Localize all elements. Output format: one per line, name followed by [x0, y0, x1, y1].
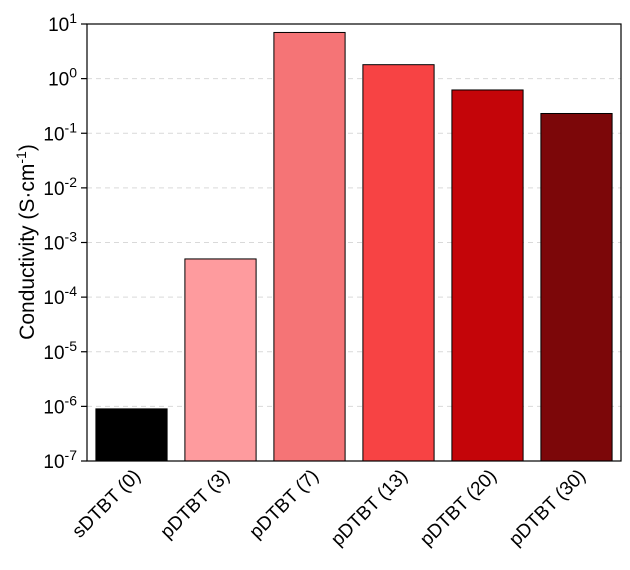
y-axis-title: Conductivity (S·cm-1): [13, 144, 39, 340]
y-tick-base: 10: [48, 15, 69, 36]
bar-1: [95, 408, 168, 462]
x-axis-labels: sDTBT (0) pDTBT (3) pDTBT (7) pDTBT (13) pDT…: [68, 466, 590, 551]
y-tick-exponent: -2: [65, 174, 78, 190]
x-category-label: pDTBT (30): [505, 466, 590, 551]
y-tick-label: 10-5: [43, 338, 77, 364]
y-tick-base: 10: [43, 288, 64, 309]
y-tick-base: 10: [43, 124, 64, 145]
y-tick-label: 10-2: [43, 174, 77, 200]
y-tick-base: 10: [43, 234, 64, 255]
bar-6: [540, 112, 613, 462]
y-tick-exponent: -6: [65, 392, 78, 408]
bar-4: [362, 64, 435, 462]
x-category-label: pDTBT (20): [416, 466, 501, 551]
y-tick-base: 10: [43, 179, 64, 200]
x-category-label: pDTBT (7): [246, 466, 323, 543]
y-tick-exponent: -4: [65, 283, 78, 299]
y-tick-label: 100: [48, 65, 77, 91]
x-category-label: pDTBT (3): [157, 466, 234, 543]
y-tick-base: 10: [43, 452, 64, 473]
y-tick-base: 10: [43, 343, 64, 364]
x-category-label: sDTBT (0): [68, 466, 145, 543]
y-tick-exponent: -7: [65, 447, 78, 463]
y-tick-label: 10-3: [43, 229, 77, 255]
grid-lines: [87, 78, 621, 407]
y-tick-exponent: -5: [65, 338, 78, 354]
bar-5: [451, 89, 524, 462]
y-tick-base: 10: [48, 70, 69, 91]
y-axis-title-main: Conductivity (S·cm: [16, 164, 39, 340]
y-tick-base: 10: [43, 397, 64, 418]
y-tick-exponent: 1: [69, 10, 77, 26]
y-tick-exponent: -1: [65, 119, 78, 135]
x-category-label: pDTBT (13): [327, 466, 412, 551]
bar-3: [273, 31, 346, 462]
bars: [95, 31, 613, 462]
y-tick-exponent: -3: [65, 229, 78, 245]
y-tick-label: 10-6: [43, 392, 77, 418]
y-tick-label: 101: [48, 10, 77, 36]
y-tick-exponent: 0: [69, 65, 77, 81]
y-tick-label: 10-7: [43, 447, 77, 473]
y-tick-label: 10-4: [43, 283, 77, 309]
bar-2: [184, 258, 257, 462]
y-axis-title-sup: -1: [13, 151, 29, 164]
y-axis-title-close: ): [16, 144, 39, 151]
y-tick-label: 10-1: [43, 119, 77, 145]
